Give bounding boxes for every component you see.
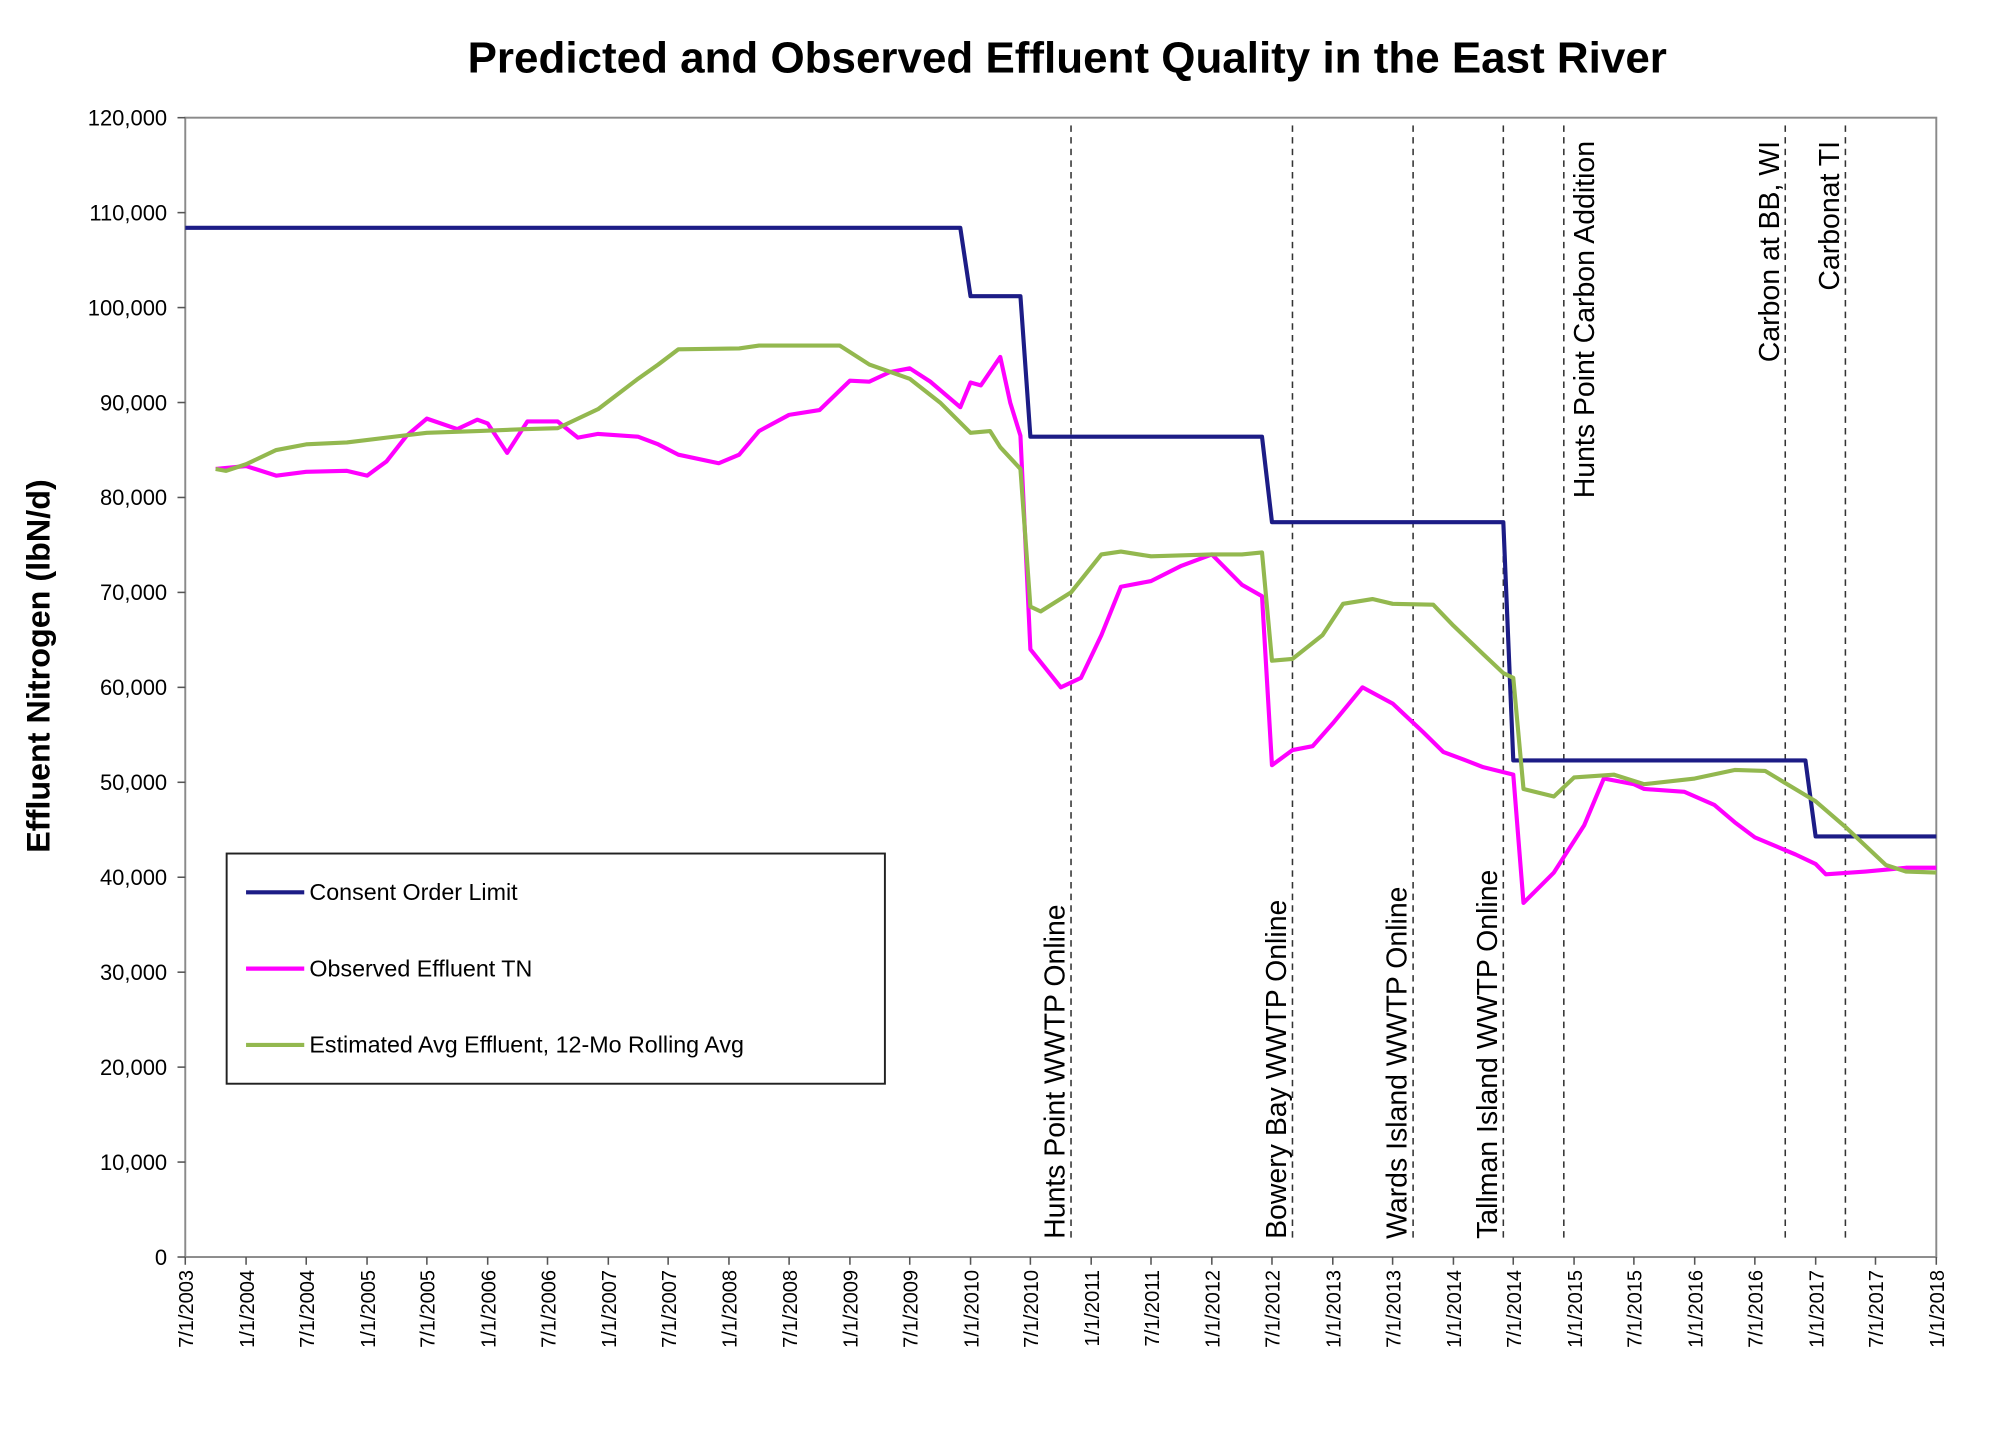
x-tick-label: 1/1/2007 — [599, 1270, 621, 1348]
y-tick-label: 70,000 — [100, 580, 167, 605]
y-tick-label: 10,000 — [100, 1150, 167, 1175]
x-tick-label: 7/1/2015 — [1625, 1270, 1647, 1348]
y-tick-label: 60,000 — [100, 675, 167, 700]
y-tick-label: 90,000 — [100, 390, 167, 415]
x-tick-label: 7/1/2012 — [1263, 1270, 1285, 1348]
legend-label: Estimated Avg Effluent, 12-Mo Rolling Av… — [309, 1032, 744, 1058]
x-tick-label: 7/1/2013 — [1383, 1270, 1405, 1348]
x-tick-label: 1/1/2008 — [720, 1270, 742, 1348]
y-tick-label: 20,000 — [100, 1055, 167, 1080]
x-tick-label: 1/1/2004 — [237, 1270, 259, 1348]
y-tick-label: 40,000 — [100, 865, 167, 890]
legend-label: Observed Effluent TN — [309, 955, 532, 981]
x-tick-label: 7/1/2009 — [900, 1270, 922, 1348]
legend-label: Consent Order Limit — [309, 879, 518, 905]
y-tick-label: 100,000 — [88, 295, 167, 320]
annotation-text: Hunts Point WWTP Online — [1040, 904, 1072, 1239]
x-tick-label: 7/1/2014 — [1504, 1270, 1526, 1348]
x-tick-label: 1/1/2017 — [1806, 1270, 1828, 1348]
x-tick-label: 1/1/2011 — [1082, 1270, 1104, 1347]
x-tick-label: 1/1/2016 — [1685, 1270, 1707, 1348]
y-axis-label: Effluent Nitrogen (lbN/d) — [20, 479, 56, 853]
y-tick-label: 0 — [155, 1245, 167, 1270]
x-tick-label: 1/1/2006 — [478, 1270, 500, 1348]
x-tick-label: 1/1/2012 — [1203, 1270, 1225, 1348]
annotation-text: Tallman Island WWTP Online — [1472, 870, 1504, 1239]
x-tick-label: 7/1/2005 — [418, 1270, 440, 1348]
annotation-text: Hunts Point Carbon Addition — [1569, 141, 1601, 498]
x-tick-label: 7/1/2007 — [659, 1270, 681, 1348]
x-tick-label: 1/1/2014 — [1444, 1270, 1466, 1348]
x-tick-label: 1/1/2010 — [961, 1270, 983, 1348]
x-tick-label: 7/1/2006 — [538, 1270, 560, 1348]
x-tick-label: 7/1/2008 — [780, 1270, 802, 1348]
x-tick-label: 1/1/2009 — [841, 1270, 863, 1348]
x-tick-label: 1/1/2018 — [1927, 1270, 1949, 1348]
x-tick-label: 1/1/2005 — [358, 1270, 380, 1348]
x-tick-label: 7/1/2017 — [1866, 1270, 1888, 1348]
annotation-text: Carbon at BB, WI — [1754, 141, 1786, 362]
series-line — [185, 225, 1937, 839]
chart-title: Predicted and Observed Effluent Quality … — [468, 33, 1667, 82]
y-tick-label: 120,000 — [88, 105, 167, 130]
series-line — [215, 343, 1937, 875]
x-tick-label: 7/1/2011 — [1142, 1270, 1164, 1347]
x-tick-label: 7/1/2016 — [1746, 1270, 1768, 1348]
x-tick-label: 1/1/2013 — [1324, 1270, 1346, 1348]
annotation-text: Bowery Bay WWTP Online — [1261, 900, 1293, 1239]
y-tick-label: 30,000 — [100, 960, 167, 985]
annotation-text: Wards Island WWTP Online — [1382, 887, 1414, 1239]
series-line — [215, 354, 1937, 905]
x-tick-label: 1/1/2015 — [1565, 1270, 1587, 1348]
y-tick-label: 80,000 — [100, 485, 167, 510]
x-tick-label: 7/1/2010 — [1021, 1270, 1043, 1348]
legend-box — [225, 852, 886, 1085]
y-tick-label: 50,000 — [100, 770, 167, 795]
x-tick-label: 7/1/2004 — [297, 1270, 319, 1348]
x-tick-label: 7/1/2003 — [176, 1270, 198, 1348]
annotation-text: Carbonat TI — [1814, 141, 1846, 291]
y-tick-label: 110,000 — [89, 200, 167, 225]
